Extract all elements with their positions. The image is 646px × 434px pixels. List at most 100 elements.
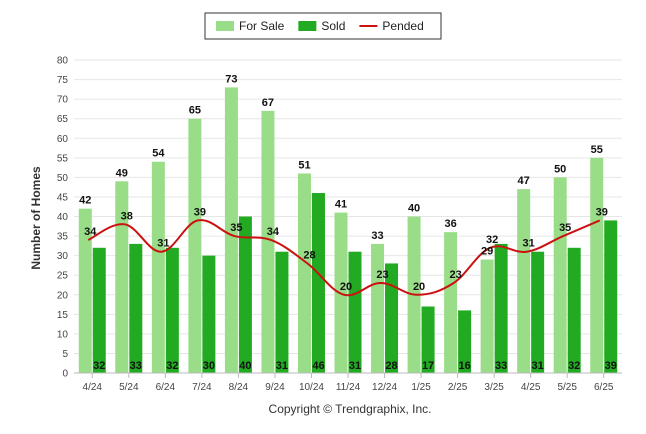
bar-sold-14 (604, 220, 618, 373)
x-tick-label-10: 2/25 (448, 382, 468, 393)
bar-sold-6 (311, 193, 325, 373)
y-tick-label-14: 70 (57, 95, 69, 106)
x-tick-label-7: 11/24 (336, 382, 361, 393)
y-tick-label-16: 80 (57, 56, 69, 67)
pended-line-path (87, 219, 601, 297)
bar-sold-12 (531, 251, 545, 373)
legend-label-1: Sold (321, 19, 345, 33)
bar-for-sale-1 (115, 181, 129, 373)
label-sold-9: 17 (422, 360, 434, 372)
footer-copyright: Copyright © Trendgraphix, Inc. (269, 402, 432, 416)
y-axis-label: Number of Homes (29, 166, 43, 270)
y-tick-label-2: 10 (57, 329, 69, 340)
label-sold-7: 31 (349, 360, 361, 372)
bar-sold-13 (567, 247, 581, 373)
bar-for-sale-8 (371, 243, 385, 373)
label-sold-3: 30 (203, 360, 215, 372)
label-sold-4: 40 (239, 360, 251, 372)
label-sold-10: 16 (458, 360, 470, 372)
bar-sold-3 (202, 255, 216, 373)
y-tick-label-6: 30 (57, 251, 69, 262)
label-for-sale-4: 73 (225, 73, 237, 85)
x-tick-label-0: 4/24 (83, 382, 103, 393)
y-axis-ticks: 0 5 10 15 20 25 30 35 40 45 50 55 60 65 70 75 80 (57, 56, 69, 380)
x-tick-label-14: 6/25 (594, 382, 614, 393)
label-for-sale-11: 29 (481, 246, 493, 258)
label-pended-4: 35 (230, 222, 242, 234)
bar-sold-9 (421, 306, 435, 373)
bar-sold-10 (458, 310, 472, 373)
legend-label-2: Pended (382, 19, 423, 33)
label-pended-0: 34 (84, 226, 97, 238)
bar-for-sale-10 (444, 232, 458, 373)
y-tick-label-4: 20 (57, 290, 69, 301)
label-pended-12: 31 (523, 238, 535, 250)
label-sold-0: 32 (93, 360, 105, 372)
label-for-sale-8: 33 (371, 230, 383, 242)
label-sold-2: 32 (166, 360, 178, 372)
x-tick-label-9: 1/25 (411, 382, 431, 393)
bars (78, 87, 618, 374)
legend-label-0: For Sale (239, 19, 285, 33)
legend-box (204, 12, 442, 40)
x-tick-label-1: 5/24 (119, 382, 139, 393)
bar-sold-0 (92, 247, 106, 373)
y-tick-label-5: 25 (57, 271, 69, 282)
label-pended-7: 20 (340, 281, 352, 293)
y-tick-label-12: 60 (57, 134, 69, 145)
x-tick-label-4: 8/24 (229, 382, 249, 393)
label-for-sale-0: 42 (79, 195, 91, 207)
label-pended-14: 39 (596, 206, 608, 218)
legend: For Sale Sold Pended (216, 19, 424, 33)
label-for-sale-13: 50 (554, 163, 566, 175)
label-sold-1: 33 (130, 360, 142, 372)
bar-sold-2 (165, 247, 179, 373)
label-for-sale-9: 40 (408, 203, 420, 215)
x-tick-label-11: 3/25 (484, 382, 504, 393)
x-tick-label-13: 5/25 (557, 382, 577, 393)
label-pended-1: 38 (121, 210, 133, 222)
bar-for-sale-11 (480, 259, 494, 373)
label-sold-5: 31 (276, 360, 288, 372)
label-sold-11: 33 (495, 360, 507, 372)
bar-for-sale-5 (261, 110, 275, 374)
label-for-sale-7: 41 (335, 199, 347, 211)
label-for-sale-12: 47 (518, 175, 530, 187)
x-tick-label-6: 10/24 (299, 382, 324, 393)
pended-line (87, 219, 601, 297)
y-tick-label-15: 75 (57, 75, 69, 86)
x-axis-ticks: 4/24 5/24 6/24 7/24 8/24 9/24 10/24 11/24 12/24 1… (83, 373, 614, 393)
label-pended-10: 23 (449, 269, 461, 281)
label-pended-2: 31 (157, 238, 169, 250)
x-tick-label-3: 7/24 (192, 382, 212, 393)
label-for-sale-14: 55 (591, 144, 603, 156)
y-tick-label-13: 65 (57, 114, 69, 125)
x-tick-label-5: 9/24 (265, 382, 285, 393)
y-tick-label-9: 45 (57, 192, 69, 203)
x-tick-label-12: 4/25 (521, 382, 541, 393)
x-tick-label-2: 6/24 (156, 382, 176, 393)
bar-for-sale-6 (297, 173, 311, 373)
x-tick-label-8: 12/24 (372, 382, 397, 393)
label-sold-6: 46 (312, 360, 324, 372)
bar-sold-5 (275, 251, 289, 373)
label-pended-5: 34 (267, 226, 280, 238)
data-labels: 42 32 49 33 54 32 65 30 73 40 67 31 51 46 41 31 33 28 40 17… (79, 73, 617, 372)
label-for-sale-2: 54 (152, 148, 165, 160)
label-pended-11: 32 (486, 234, 498, 246)
label-pended-3: 39 (194, 206, 206, 218)
y-tick-label-11: 55 (57, 153, 69, 164)
bar-for-sale-3 (188, 118, 202, 373)
label-pended-13: 35 (559, 222, 571, 234)
label-for-sale-5: 67 (262, 97, 274, 109)
y-tick-label-1: 5 (62, 349, 68, 360)
bar-sold-8 (385, 263, 399, 373)
label-sold-14: 39 (605, 360, 617, 372)
y-tick-label-3: 15 (57, 310, 69, 321)
label-pended-9: 20 (413, 281, 425, 293)
label-sold-8: 28 (385, 360, 397, 372)
bar-sold-4 (238, 216, 252, 373)
bar-for-sale-2 (151, 161, 165, 373)
bar-sold-7 (348, 251, 362, 373)
